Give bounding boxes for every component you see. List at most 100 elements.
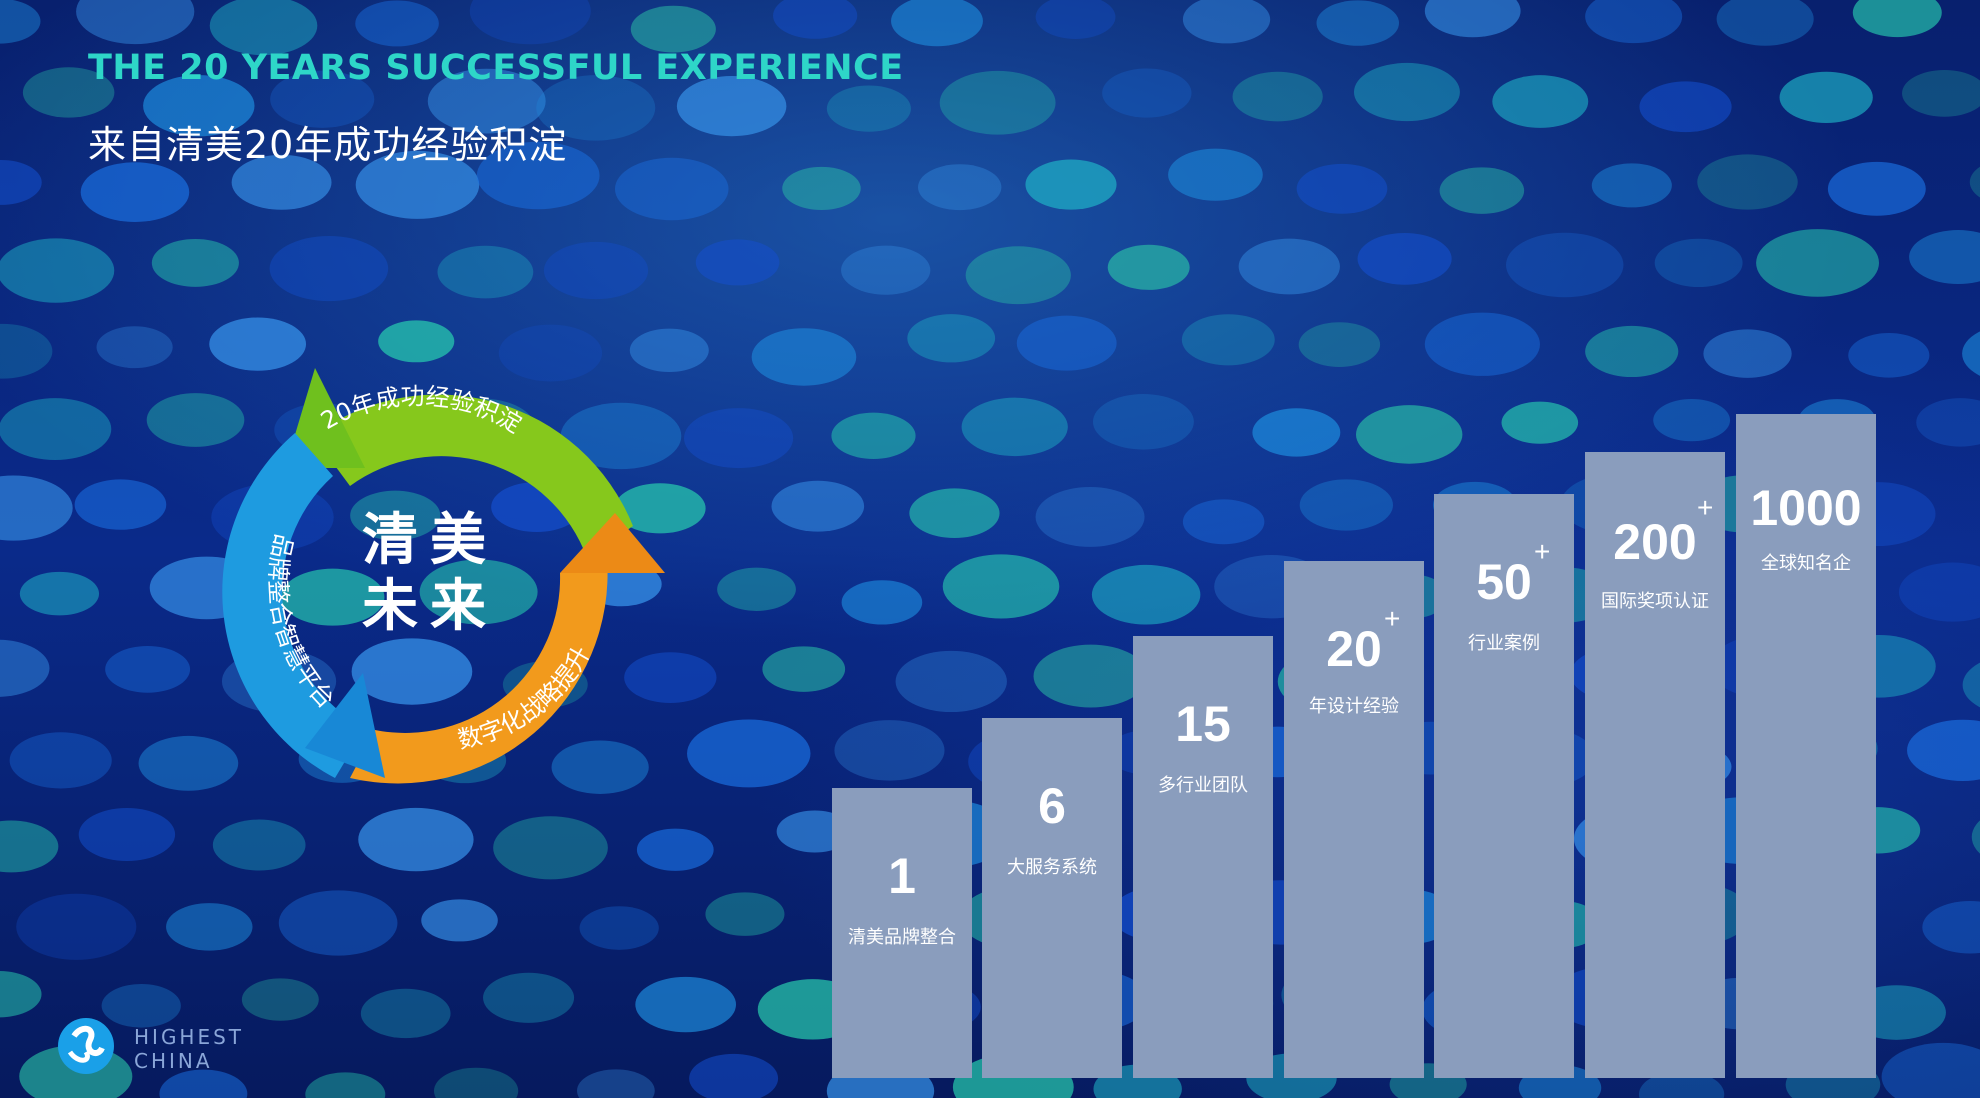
stat-value: 200 bbox=[1613, 514, 1697, 570]
bokeh-dot bbox=[209, 317, 307, 371]
bokeh-dot bbox=[1353, 62, 1460, 122]
bokeh-dot bbox=[841, 245, 931, 295]
bokeh-dot bbox=[0, 971, 42, 1018]
bokeh-dot bbox=[0, 159, 42, 205]
bokeh-dot bbox=[1102, 68, 1192, 118]
bokeh-dot bbox=[1881, 1042, 1980, 1098]
bokeh-dot bbox=[498, 324, 603, 382]
bokeh-dot bbox=[939, 70, 1056, 135]
arrow-head-blue bbox=[305, 673, 385, 778]
bokeh-dot bbox=[138, 735, 239, 791]
bokeh-dot bbox=[1424, 0, 1521, 38]
arrow-head-green bbox=[285, 368, 365, 468]
bokeh-dot bbox=[437, 245, 534, 299]
bokeh-dot bbox=[1653, 399, 1731, 442]
bokeh-dot bbox=[1439, 167, 1525, 214]
bokeh-dot bbox=[433, 1067, 519, 1098]
bokeh-dot bbox=[0, 639, 50, 697]
stat-label: 清美品牌整合 bbox=[848, 927, 956, 948]
arrow-head-orange bbox=[560, 513, 665, 573]
bokeh-dot bbox=[159, 1069, 248, 1098]
cycle-center-line1: 清美 bbox=[362, 508, 498, 573]
bokeh-dot bbox=[80, 162, 190, 222]
bokeh-dot bbox=[209, 0, 318, 56]
bokeh-dot bbox=[0, 323, 53, 379]
bokeh-dot bbox=[1182, 499, 1265, 545]
bokeh-dot bbox=[687, 719, 811, 788]
bokeh-dot bbox=[635, 976, 737, 1033]
stat-plus: + bbox=[1534, 536, 1551, 567]
stat-bar-2: 6 大服务系统 bbox=[982, 718, 1122, 1078]
stat-label: 多行业团队 bbox=[1158, 775, 1248, 796]
bokeh-dot bbox=[1357, 232, 1452, 285]
bokeh-dot bbox=[1703, 329, 1792, 378]
bokeh-dot bbox=[1035, 486, 1145, 547]
bokeh-dot bbox=[19, 571, 100, 616]
bokeh-dot bbox=[212, 819, 306, 871]
bokeh-dot bbox=[231, 154, 332, 210]
bokeh-dot bbox=[427, 68, 546, 134]
bokeh-dot bbox=[151, 238, 239, 287]
bokeh-dot bbox=[1585, 325, 1679, 378]
bokeh-dot bbox=[143, 75, 255, 137]
stat-bar-7: 1000 全球知名企 bbox=[1736, 414, 1876, 1078]
bokeh-dot bbox=[1639, 81, 1732, 133]
bokeh-dot bbox=[166, 903, 253, 951]
bokeh-dot bbox=[1182, 0, 1271, 44]
bokeh-dot bbox=[280, 568, 385, 626]
bokeh-dot bbox=[560, 402, 682, 470]
stat-plus: + bbox=[1384, 603, 1401, 634]
bokeh-dot bbox=[762, 646, 846, 692]
bokeh-dot bbox=[469, 0, 591, 45]
bokeh-dot bbox=[695, 239, 780, 286]
bokeh-dot bbox=[360, 988, 451, 1039]
stat-plus: + bbox=[1697, 492, 1714, 523]
bokeh-dot bbox=[1501, 401, 1579, 444]
bokeh-dot bbox=[22, 67, 115, 118]
bokeh-dot bbox=[9, 732, 112, 789]
bokeh-dot bbox=[493, 816, 608, 880]
stat-label: 国际奖项认证 bbox=[1601, 591, 1709, 612]
bokeh-dot bbox=[0, 475, 73, 541]
bokeh-dot bbox=[1035, 0, 1116, 39]
bokeh-dot bbox=[96, 326, 173, 369]
bokeh-dot bbox=[676, 76, 787, 137]
bokeh-dot bbox=[1962, 331, 1980, 376]
stat-bar-6: 200 + 国际奖项认证 bbox=[1585, 452, 1725, 1078]
bokeh-dot bbox=[105, 645, 191, 693]
bokeh-dot bbox=[269, 235, 389, 302]
bokeh-dot bbox=[101, 983, 181, 1028]
stat-label: 行业案例 bbox=[1468, 633, 1540, 654]
stat-label: 年设计经验 bbox=[1309, 696, 1399, 717]
logo-line1: HIGHEST bbox=[134, 1025, 244, 1049]
bokeh-dot bbox=[270, 70, 375, 128]
stat-label: 大服务系统 bbox=[1007, 857, 1097, 878]
cycle-center-line2: 未来 bbox=[362, 574, 498, 639]
bokeh-dot bbox=[841, 580, 923, 625]
bokeh-dot bbox=[1591, 163, 1672, 208]
bokeh-dot bbox=[579, 906, 659, 950]
bokeh-dot bbox=[614, 157, 729, 221]
bokeh-dot bbox=[907, 314, 996, 363]
bokeh-dot bbox=[1296, 163, 1388, 214]
bokeh-dot bbox=[624, 652, 717, 703]
stat-bar-3: 15 多行业团队 bbox=[1133, 636, 1273, 1078]
highest-china-logo: HIGHEST CHINA bbox=[58, 1018, 244, 1074]
bokeh-dot bbox=[1969, 166, 1980, 198]
bokeh-dot bbox=[965, 246, 1071, 305]
bokeh-dot bbox=[942, 554, 1060, 619]
bokeh-dot bbox=[305, 1072, 386, 1098]
bokeh-dot bbox=[1898, 562, 1980, 622]
bokeh-dot bbox=[961, 397, 1068, 457]
bokeh-dot bbox=[0, 820, 59, 873]
bokeh-dot bbox=[909, 488, 1000, 539]
bokeh-dot bbox=[1092, 394, 1194, 450]
bokeh-dot bbox=[355, 0, 439, 47]
bokeh-dot bbox=[278, 890, 398, 956]
bokeh-dot bbox=[773, 0, 858, 39]
bokeh-dot bbox=[636, 828, 714, 871]
bokeh-dot bbox=[351, 638, 473, 705]
stat-bar-1: 1 清美品牌整合 bbox=[832, 788, 972, 1078]
bokeh-dot bbox=[1424, 312, 1540, 376]
bokeh-dot bbox=[771, 480, 865, 532]
